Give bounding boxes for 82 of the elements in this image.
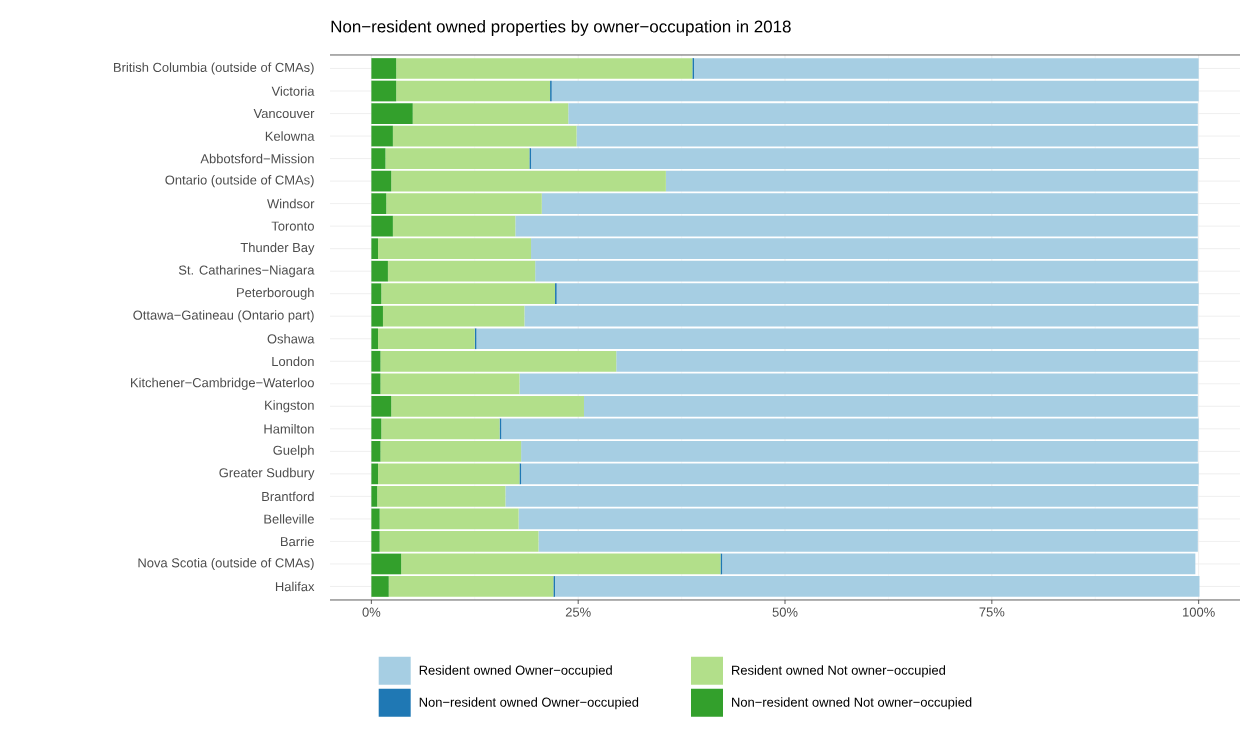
bar [379, 531, 539, 552]
x-tick-label: 25% [565, 607, 591, 617]
x-tick-label: 100% [1183, 607, 1215, 617]
bar [391, 170, 666, 192]
y-tick-label: Thunder Bay [240, 242, 315, 255]
bar [515, 215, 1198, 237]
y-tick-label: Kitchener−Cambridge−Waterloo [131, 377, 314, 390]
y-tick-label: Belleville [264, 514, 314, 524]
y-tick-label: Kingston [265, 400, 314, 413]
y-tick-label: Guelph [273, 445, 314, 458]
y-tick-label: Ontario (outside of CMAs) [165, 175, 314, 188]
x-tick-label: 0% [362, 607, 381, 617]
bar [521, 463, 1199, 485]
bar [521, 440, 1198, 462]
y-tick-label: Toronto [271, 221, 314, 231]
y-tick-label: Oshawa [267, 333, 315, 344]
bar [505, 486, 1198, 507]
bar [379, 508, 519, 530]
bar [531, 238, 1198, 260]
bar [371, 148, 386, 169]
bar [371, 125, 393, 147]
legend-label: Non−resident owned Not owner−occupied [732, 697, 972, 710]
bar [694, 58, 1199, 79]
y-tick-label: St. Catharines−Niagara [178, 265, 315, 278]
bar [371, 508, 380, 530]
y-tick-label: Victoria [271, 86, 315, 96]
bar [371, 440, 381, 462]
bar [386, 193, 542, 214]
y-tick-label: Windsor [267, 198, 315, 209]
bar [401, 553, 721, 575]
bar [385, 148, 530, 169]
bar [371, 193, 387, 214]
bar [371, 238, 378, 260]
bar [371, 486, 378, 507]
bar [377, 486, 506, 507]
bar [396, 58, 693, 79]
bar [371, 170, 392, 192]
bar [412, 103, 569, 124]
y-tick-label: Hamilton [264, 424, 314, 434]
y-tick-label: Abbotsford−Mission [200, 153, 314, 164]
legend-label: Non−resident owned Owner−occupied [419, 697, 639, 710]
bar [371, 531, 380, 552]
y-tick-label: Brantford [262, 491, 314, 502]
bar [377, 463, 520, 485]
bar [538, 531, 1198, 552]
bar [518, 508, 1198, 530]
y-tick-label: Kelowna [265, 131, 315, 141]
bar [371, 58, 397, 79]
y-tick-label: Peterborough [237, 287, 314, 300]
bar [392, 215, 516, 237]
y-tick-label: London [272, 356, 314, 367]
bar [531, 148, 1199, 169]
bar [371, 215, 393, 237]
bar [377, 238, 532, 260]
bar [380, 440, 522, 462]
bar [371, 80, 397, 102]
y-tick-label: Vancouver [253, 109, 315, 119]
x-tick-label: 50% [772, 607, 798, 617]
y-tick-label: British Columbia (outside of CMAs) [114, 62, 314, 75]
bar [722, 553, 1196, 575]
bar [551, 80, 1199, 102]
y-tick-label: Ottawa−Gatineau (Ontario part) [133, 310, 314, 323]
y-tick-label: Barrie [281, 536, 314, 547]
bar [576, 125, 1198, 147]
legend-label: Resident owned Owner−occupied [419, 665, 612, 678]
x-tick-label: 75% [979, 607, 1005, 617]
y-tick-label: Halifax [275, 581, 315, 592]
bar [371, 463, 378, 485]
y-tick-label: Greater Sudbury [219, 467, 315, 480]
bar [371, 103, 413, 124]
bar [371, 576, 389, 597]
bar [541, 193, 1198, 214]
bar [371, 553, 402, 575]
bar [555, 576, 1200, 597]
bar [388, 576, 554, 597]
bar [665, 170, 1198, 192]
bar [568, 103, 1198, 124]
y-tick-label: Nova Scotia (outside of CMAs) [138, 557, 314, 570]
bar [396, 80, 551, 102]
bar [392, 125, 577, 147]
chart-title: Non−resident owned properties by owner−occupation in 2018 [331, 20, 791, 36]
legend-label: Resident owned Not owner−occupied [732, 665, 946, 678]
